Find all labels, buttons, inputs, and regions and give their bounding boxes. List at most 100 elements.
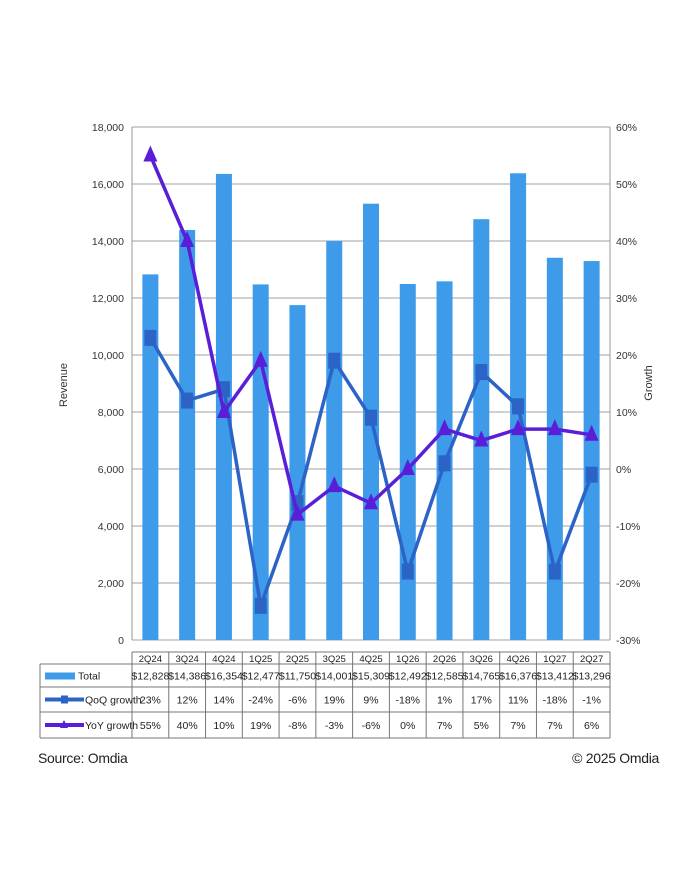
category-label: 2Q25 <box>286 654 309 665</box>
qoq-marker <box>585 466 598 483</box>
table-cell: 17% <box>471 695 492 707</box>
category-label: 3Q24 <box>176 654 199 665</box>
yoy-marker <box>511 419 526 436</box>
y2-tick-label: 10% <box>616 407 637 419</box>
table-cell: 1% <box>437 695 452 707</box>
y2-tick-label: 40% <box>616 236 637 248</box>
table-cell: 7% <box>437 720 452 732</box>
source-note: Source: Omdia <box>38 750 128 766</box>
qoq-marker <box>365 409 377 426</box>
qoq-marker <box>254 597 267 614</box>
y2-tick-label: -30% <box>616 635 641 647</box>
yoy-marker <box>437 419 452 436</box>
table-cell: $16,354 <box>205 671 243 683</box>
table-cell: 6% <box>584 720 599 732</box>
yoy-marker <box>474 430 489 447</box>
category-label: 4Q24 <box>212 654 235 665</box>
table-cell: -18% <box>543 695 568 707</box>
table-cell: $14,001 <box>315 671 353 683</box>
table-cell: 7% <box>547 720 562 732</box>
category-label: 4Q26 <box>506 654 529 665</box>
category-label: 2Q27 <box>580 654 603 665</box>
table-cell: $14,386 <box>168 671 206 683</box>
table-cell: $13,296 <box>573 671 611 683</box>
legend-label: YoY growth <box>85 720 138 732</box>
y-tick-label: 0 <box>118 635 124 647</box>
y-tick-label: 14,000 <box>92 236 124 248</box>
y2-axis-title: Growth <box>643 365 655 400</box>
table-cell: $12,585 <box>426 671 464 683</box>
table-cell: $16,376 <box>499 671 537 683</box>
legend-label: QoQ growth <box>85 695 142 707</box>
table-cell: -6% <box>288 695 307 707</box>
table-cell: 19% <box>324 695 345 707</box>
y-tick-label: 16,000 <box>92 179 124 191</box>
category-label: 1Q27 <box>543 654 566 665</box>
qoq-marker <box>181 392 194 409</box>
bar-3Q24 <box>179 229 196 640</box>
category-label: 3Q25 <box>323 654 346 665</box>
bar-2Q25 <box>289 305 306 640</box>
table-cell: 19% <box>250 720 271 732</box>
bar-3Q25 <box>326 240 343 640</box>
table-cell: 55% <box>140 720 161 732</box>
y2-tick-label: 50% <box>616 179 637 191</box>
qoq-marker <box>328 352 341 369</box>
bar-1Q27 <box>546 257 563 640</box>
y2-tick-label: -10% <box>616 521 641 533</box>
y2-tick-label: -20% <box>616 578 641 590</box>
y2-tick-label: 20% <box>616 350 637 362</box>
yoy-marker <box>327 476 342 493</box>
yoy-marker <box>180 231 195 247</box>
qoq-marker <box>475 364 488 381</box>
y2-tick-label: 0% <box>616 464 631 476</box>
yoy-marker <box>253 350 268 367</box>
yoy-marker <box>547 419 562 436</box>
bar-2Q24 <box>142 274 159 640</box>
table-cell: 5% <box>474 720 489 732</box>
table-cell: 0% <box>400 720 415 732</box>
y-tick-label: 12,000 <box>92 293 124 305</box>
category-label: 2Q26 <box>433 654 456 665</box>
legend-square-marker <box>61 695 68 704</box>
qoq-marker <box>438 455 451 472</box>
y2-tick-label: 30% <box>616 293 637 305</box>
table-cell: -1% <box>582 695 601 707</box>
yoy-marker <box>400 459 415 475</box>
legend-triangle-marker <box>60 720 68 728</box>
table-cell: $11,750 <box>279 671 316 683</box>
table-cell: -18% <box>396 695 421 707</box>
table-cell: 40% <box>177 720 198 732</box>
yoy-marker <box>290 504 305 521</box>
qoq-marker <box>548 563 561 580</box>
y-axis-title: Revenue <box>58 363 70 407</box>
table-cell: $12,492 <box>389 671 427 683</box>
table-cell: 7% <box>510 720 525 732</box>
table-cell: $12,477 <box>242 671 280 683</box>
table-cell: 23% <box>140 695 161 707</box>
y-tick-label: 6,000 <box>98 464 124 476</box>
yoy-marker <box>216 402 231 418</box>
category-label: 4Q25 <box>359 654 382 665</box>
copyright-note: © 2025 Omdia <box>572 750 659 766</box>
qoq-marker <box>512 398 525 415</box>
y2-tick-label: 60% <box>616 122 637 134</box>
y-tick-label: 2,000 <box>98 578 124 590</box>
table-cell: 14% <box>213 695 234 707</box>
table-cell: -3% <box>325 720 344 732</box>
table-cell: 10% <box>213 720 234 732</box>
y-tick-label: 10,000 <box>92 350 124 362</box>
table-cell: -6% <box>362 720 381 732</box>
yoy-marker <box>584 424 599 441</box>
bar-2Q27 <box>583 261 600 640</box>
category-label: 1Q26 <box>396 654 419 665</box>
category-label: 3Q26 <box>470 654 493 665</box>
legend-label: Total <box>78 671 100 683</box>
yoy-marker <box>364 493 378 510</box>
table-cell: $13,412 <box>536 671 574 683</box>
table-cell: 11% <box>508 695 528 707</box>
table-cell: 12% <box>177 695 198 707</box>
table-cell: $15,309 <box>352 671 390 683</box>
category-label: 2Q24 <box>139 654 162 665</box>
table-cell: $14,765 <box>462 671 500 683</box>
